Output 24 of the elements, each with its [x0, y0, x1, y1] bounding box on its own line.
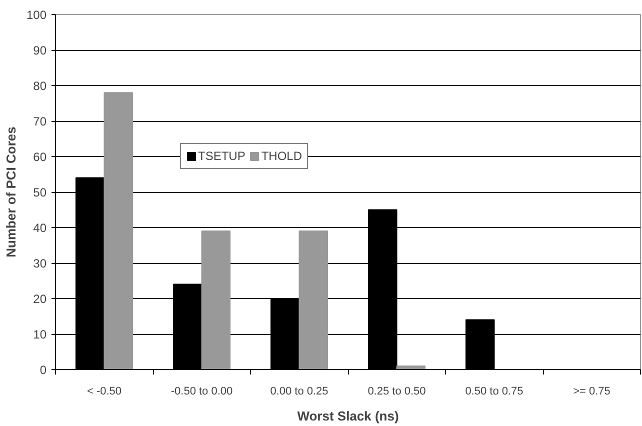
x-tick-label: >= 0.75 — [573, 386, 610, 398]
legend-label: TSETUP — [198, 149, 246, 163]
y-tick-label: 0 — [40, 363, 47, 377]
y-tick-label: 100 — [26, 8, 47, 22]
x-tick-label: -0.50 to 0.00 — [170, 386, 233, 398]
x-tick-label: < -0.50 — [86, 386, 122, 398]
x-tick-label: 0.50 to 0.75 — [465, 386, 524, 398]
y-tick-label: 50 — [33, 186, 47, 200]
y-tick-label: 10 — [33, 328, 47, 342]
bar — [201, 230, 231, 370]
x-tick-label: 0.00 to 0.25 — [270, 386, 328, 398]
x-tick-label: 0.25 to 0.50 — [368, 386, 426, 398]
y-tick-label: 90 — [33, 44, 47, 58]
y-tick-label: 60 — [33, 150, 47, 164]
y-axis-title: Number of PCI Cores — [3, 126, 18, 258]
legend-label: THOLD — [261, 149, 302, 163]
y-tick-label: 20 — [33, 292, 47, 306]
y-tick-label: 80 — [33, 79, 47, 93]
x-axis-title: Worst Slack (ns) — [297, 408, 399, 424]
y-tick-label: 40 — [33, 221, 47, 235]
bar — [298, 230, 328, 370]
y-tick-label: 70 — [33, 114, 47, 128]
bar — [104, 92, 134, 370]
y-tick-label: 30 — [33, 256, 47, 270]
